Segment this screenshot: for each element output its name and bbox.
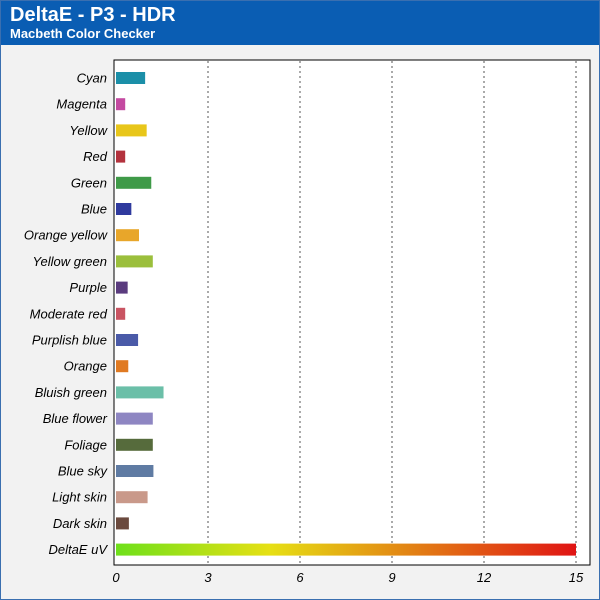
category-label: Green [71, 175, 107, 190]
bars [116, 72, 576, 556]
category-label: DeltaE uV [48, 542, 108, 557]
bar-yellow [116, 124, 147, 137]
grid-lines [207, 61, 577, 564]
category-label: Purple [69, 280, 107, 295]
bar-foliage [116, 438, 153, 451]
bar-light-skin [116, 491, 148, 504]
category-label: Bluish green [35, 385, 107, 400]
category-label: Magenta [56, 97, 107, 112]
bar-deltae-uv [116, 543, 576, 556]
category-label: Orange yellow [24, 228, 109, 243]
bar-moderate-red [116, 307, 126, 320]
x-tick-label: 9 [388, 570, 395, 585]
bar-orange-yellow [116, 229, 139, 242]
x-tick-label: 0 [112, 570, 120, 585]
bar-cyan [116, 72, 146, 84]
bar-purplish-blue [116, 334, 139, 346]
x-tick-label: 12 [477, 570, 492, 585]
bar-blue [116, 203, 132, 215]
x-tick-labels: 0 3 6 9 12 15 [112, 570, 584, 585]
bar-purple [116, 281, 128, 294]
category-label: Blue flower [43, 411, 108, 426]
x-tick-label: 6 [296, 570, 304, 585]
bar-dark-skin [116, 517, 129, 530]
bar-blue-sky [116, 465, 154, 477]
category-label: Cyan [77, 71, 107, 86]
chart-title: DeltaE - P3 - HDR [10, 4, 176, 26]
x-tick-label: 15 [569, 570, 584, 585]
bar-green [116, 176, 152, 189]
header-bar: DeltaE - P3 - HDR Macbeth Color Checker [1, 1, 599, 45]
bar-yellow-green [116, 255, 153, 268]
category-label: Purplish blue [32, 333, 107, 348]
bar-bluish-green [116, 386, 164, 399]
chart-subtitle: Macbeth Color Checker [10, 26, 156, 41]
plot-area [113, 59, 591, 566]
bar-red [116, 150, 126, 163]
bar-blue-flower [116, 412, 153, 425]
bar-magenta [116, 98, 126, 111]
category-label: Red [83, 149, 108, 164]
category-label: Orange [64, 359, 107, 374]
category-label: Yellow [69, 123, 108, 138]
category-label: Blue [81, 202, 107, 217]
category-label: Yellow green [33, 254, 107, 269]
category-labels: Cyan Magenta Yellow Red Green Blue Orange yell… [24, 71, 109, 558]
x-tick-label: 3 [204, 570, 212, 585]
category-label: Moderate red [30, 306, 108, 321]
category-label: Blue sky [58, 464, 109, 479]
bar-orange [116, 360, 129, 373]
category-label: Light skin [52, 490, 107, 505]
category-label: Foliage [64, 437, 107, 452]
category-label: Dark skin [53, 516, 107, 531]
